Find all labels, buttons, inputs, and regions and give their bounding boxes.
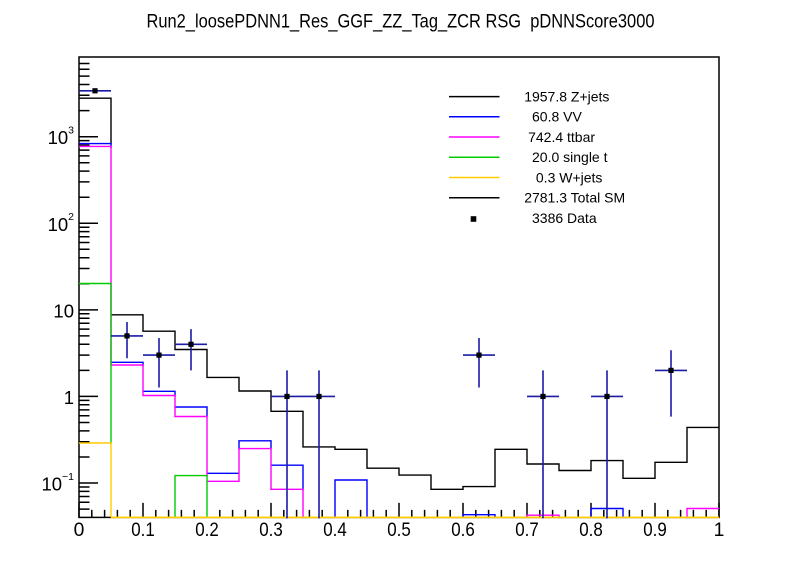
svg-text:0.7: 0.7 xyxy=(515,520,539,541)
svg-text:10: 10 xyxy=(53,300,74,321)
svg-text:0: 0 xyxy=(74,520,85,541)
svg-text:742.4 ttbar: 742.4 ttbar xyxy=(528,129,595,145)
svg-text:60.8 VV: 60.8 VV xyxy=(532,109,582,125)
svg-text:0.9: 0.9 xyxy=(643,520,667,541)
svg-text:3386 Data: 3386 Data xyxy=(532,210,597,226)
svg-text:20.0 single t: 20.0 single t xyxy=(532,149,608,165)
svg-text:1957.8 Z+jets: 1957.8 Z+jets xyxy=(524,89,609,105)
svg-text:0.5: 0.5 xyxy=(387,520,411,541)
svg-text:0.1: 0.1 xyxy=(131,520,155,541)
svg-text:1: 1 xyxy=(714,520,725,541)
svg-text:0.3: 0.3 xyxy=(259,520,283,541)
svg-text:103: 103 xyxy=(48,125,75,149)
svg-text:Run2_loosePDNN1_Res_GGF_ZZ_Tag: Run2_loosePDNN1_Res_GGF_ZZ_Tag_ZCR RSG p… xyxy=(147,11,655,33)
svg-text:1: 1 xyxy=(64,387,74,408)
svg-text:2781.3 Total SM: 2781.3 Total SM xyxy=(524,190,625,206)
svg-text:0.4: 0.4 xyxy=(323,520,347,541)
svg-text:0.6: 0.6 xyxy=(451,520,475,541)
svg-text:0.2: 0.2 xyxy=(195,520,219,541)
svg-text:0.3 W+jets: 0.3 W+jets xyxy=(536,169,603,185)
svg-text:102: 102 xyxy=(48,211,75,235)
svg-text:0.8: 0.8 xyxy=(579,520,603,541)
